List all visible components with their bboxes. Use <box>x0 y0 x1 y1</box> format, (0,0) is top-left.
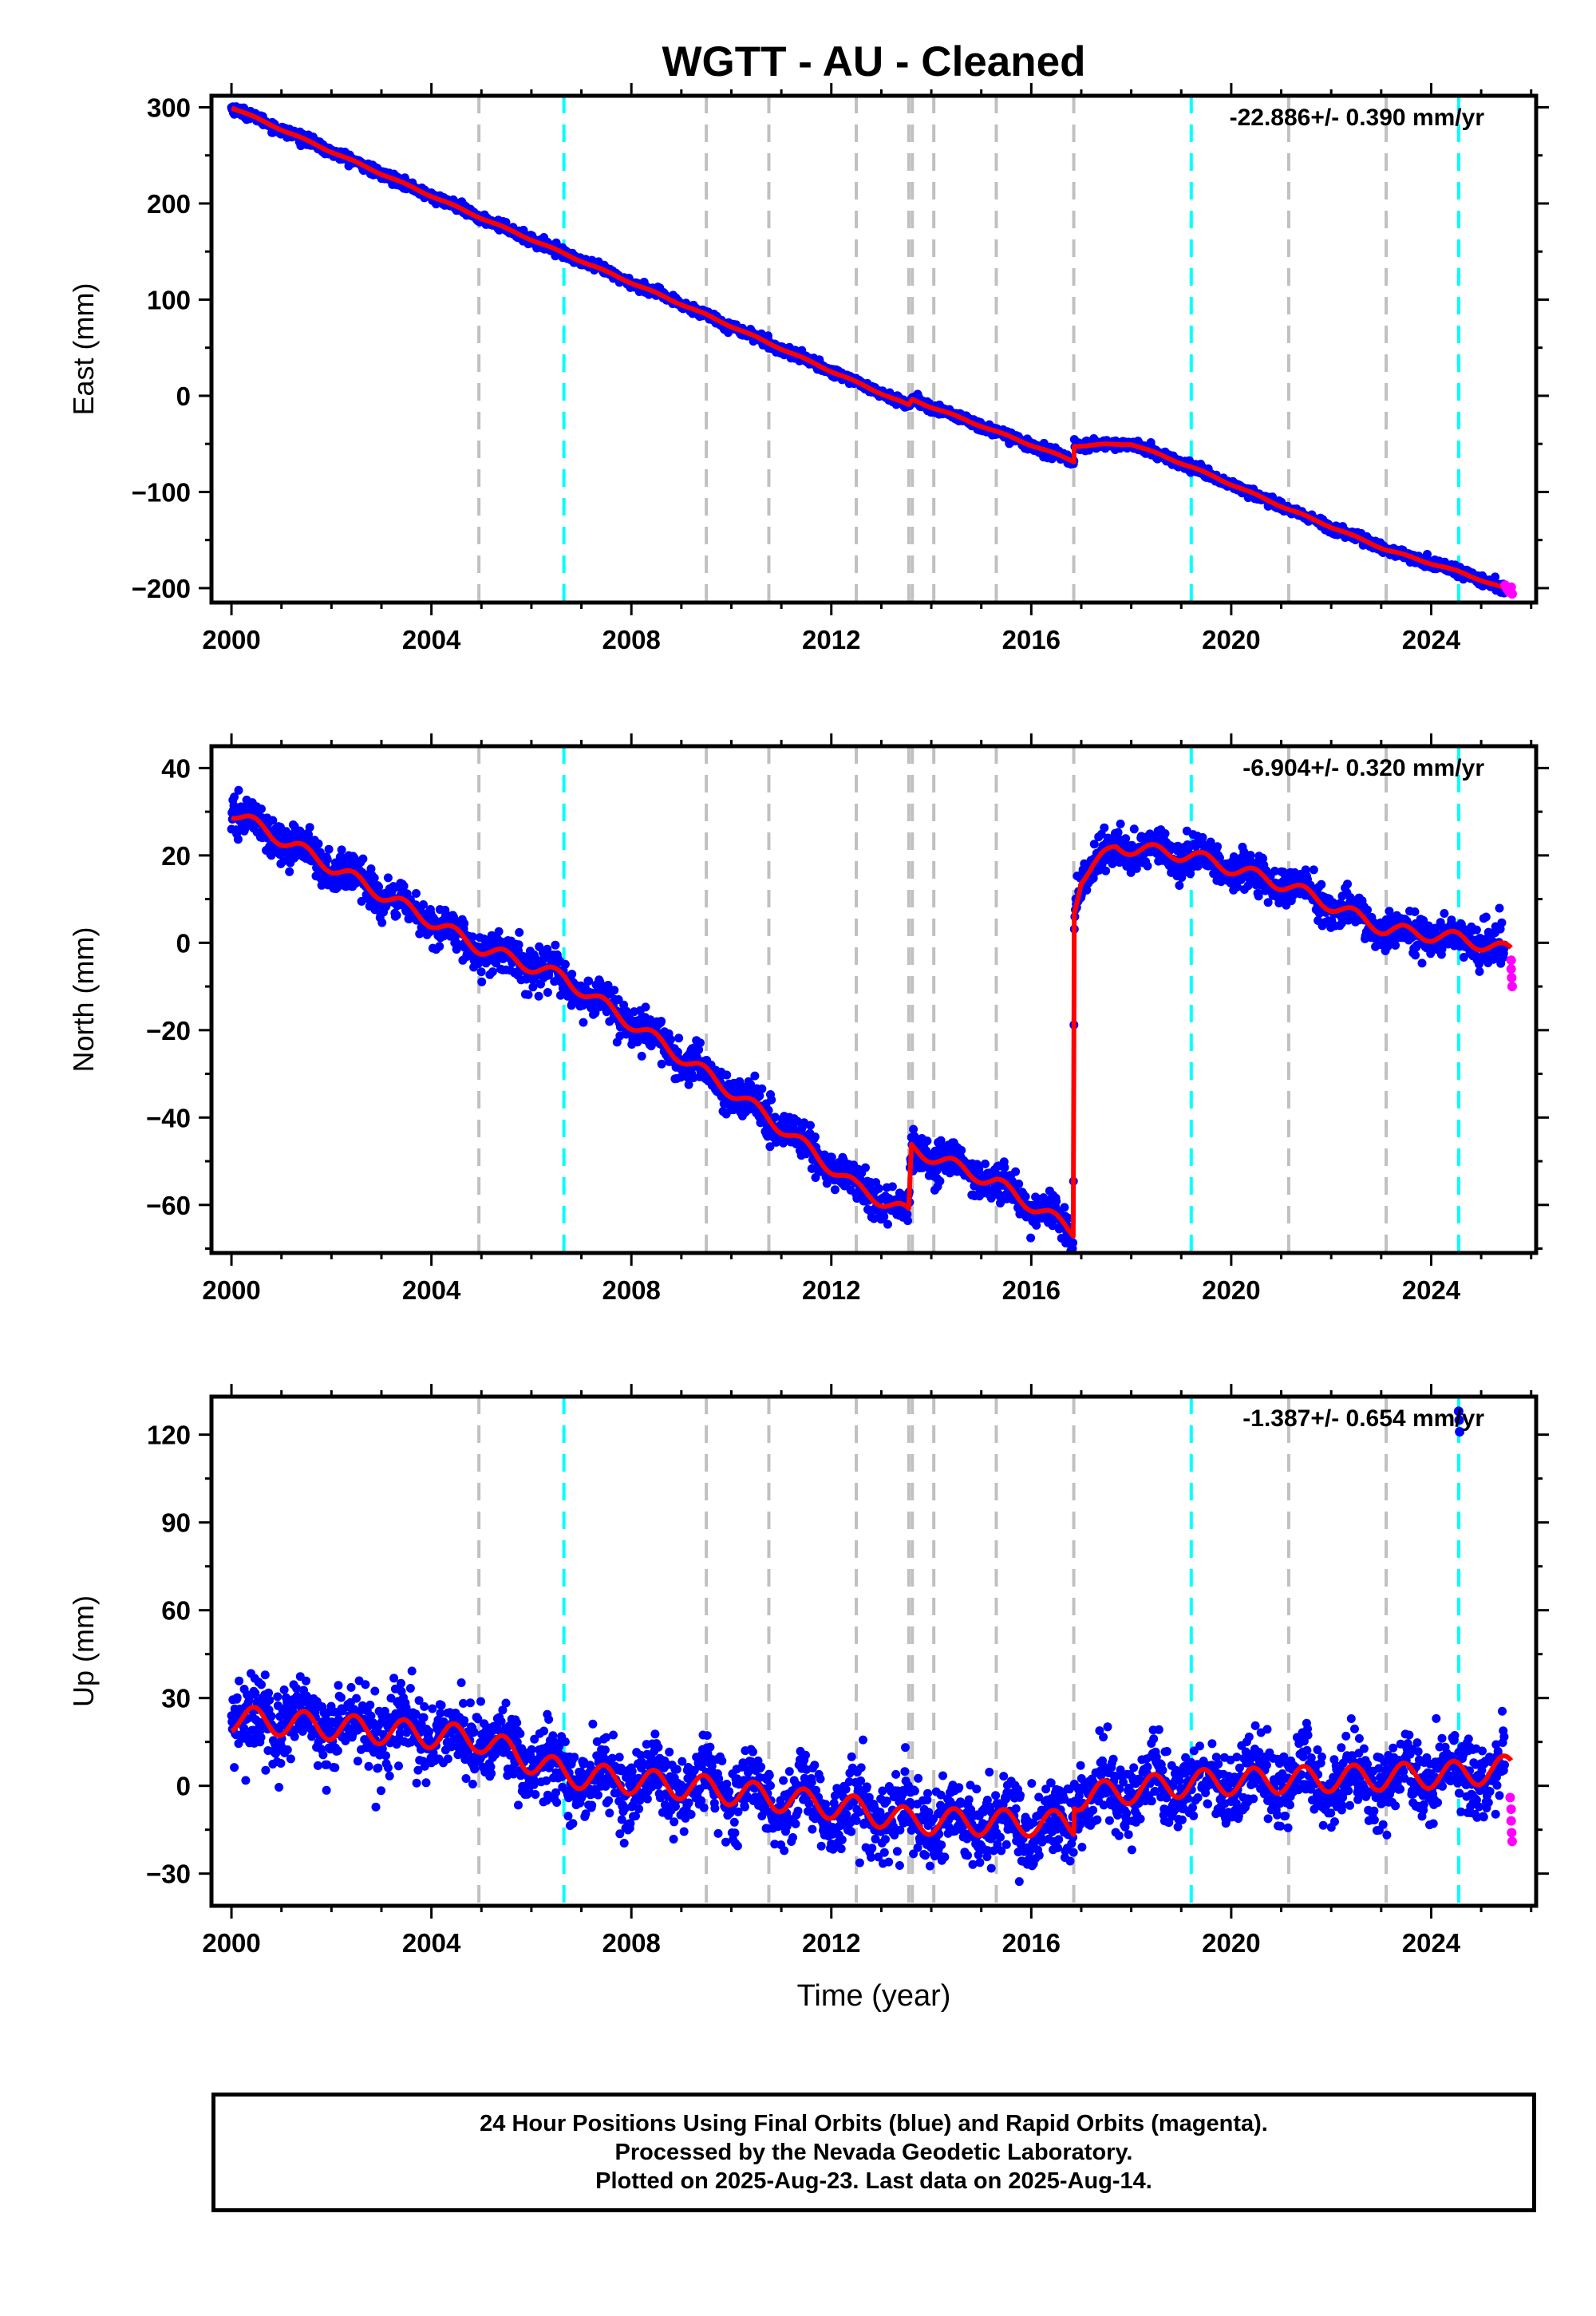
data-point <box>383 873 393 883</box>
data-point <box>657 1017 666 1026</box>
data-point <box>887 1182 897 1192</box>
data-point <box>523 990 533 999</box>
data-point <box>233 835 243 844</box>
data-point <box>1069 1238 1078 1247</box>
data-point <box>477 977 487 986</box>
data-point <box>460 919 469 928</box>
panel-north: 2000 2004 2008 2012 2016 2020 2024−60−40−20020… <box>67 733 1549 1305</box>
x-tick-label: 2008 <box>602 625 660 654</box>
data-point <box>874 1184 883 1193</box>
data-point <box>810 1132 820 1141</box>
data-point <box>935 1176 945 1186</box>
data-point <box>305 823 314 832</box>
data-point <box>567 970 577 979</box>
data-point <box>1100 823 1109 832</box>
data-point <box>1129 824 1139 834</box>
data-point <box>1113 828 1123 837</box>
data-point <box>1052 1196 1061 1206</box>
plot-area <box>227 96 1517 603</box>
data-point <box>435 942 444 951</box>
data-point <box>534 991 543 1001</box>
data-point <box>666 1035 675 1045</box>
data-point <box>1011 1167 1021 1176</box>
figure-title: WGTT - AU - Cleaned <box>662 38 1086 85</box>
data-point <box>1175 881 1184 890</box>
x-tick-label: 2016 <box>1002 625 1061 654</box>
y-tick-label: 300 <box>147 93 191 122</box>
velocity-rate-label: -22.886+/- 0.390 mm/yr <box>1230 105 1485 131</box>
data-point <box>722 1070 732 1080</box>
data-point <box>392 911 401 920</box>
data-point <box>767 1095 776 1105</box>
data-point <box>806 1120 815 1130</box>
data-point <box>641 1002 650 1012</box>
data-point <box>1021 1192 1030 1201</box>
data-point <box>657 1059 666 1069</box>
data-point <box>610 986 619 995</box>
data-point <box>257 804 266 814</box>
data-point <box>476 967 486 977</box>
data-point <box>883 1219 892 1229</box>
y-tick-label: −100 <box>132 477 191 507</box>
data-point <box>494 927 504 936</box>
rapid-orbit-point <box>1507 589 1517 599</box>
data-point <box>1014 1180 1024 1188</box>
data-point <box>358 854 368 864</box>
x-tick-label: 2012 <box>802 625 860 654</box>
data-point <box>1060 1203 1069 1212</box>
data-point <box>757 1084 767 1093</box>
y-tick-label: 100 <box>147 285 191 314</box>
data-point <box>981 1159 990 1168</box>
data-point <box>674 1034 684 1043</box>
y-tick-label: 0 <box>176 381 191 411</box>
data-point <box>637 1051 646 1061</box>
x-tick-label: 2004 <box>402 625 461 654</box>
data-point <box>1000 1163 1009 1172</box>
data-point <box>861 1163 870 1172</box>
y-tick-label: 200 <box>147 189 191 219</box>
data-point <box>234 785 243 795</box>
final-orbit-points <box>227 785 1509 1253</box>
x-tick-label: 2024 <box>1402 625 1461 654</box>
data-point <box>957 1145 966 1155</box>
data-point <box>324 844 334 854</box>
data-point <box>1101 866 1111 875</box>
data-point <box>337 845 346 855</box>
data-point <box>560 959 570 969</box>
x-tick-label: 2020 <box>1202 625 1260 654</box>
data-point <box>922 1136 932 1146</box>
data-point <box>285 867 294 876</box>
data-point <box>412 889 421 898</box>
data-point <box>1143 861 1152 871</box>
y-axis-label: East (mm) <box>67 283 100 416</box>
data-point <box>515 927 524 937</box>
data-point <box>543 988 552 997</box>
data-point <box>1026 1233 1036 1243</box>
data-point <box>514 940 523 950</box>
data-point <box>1213 842 1222 852</box>
data-point <box>750 1071 760 1081</box>
data-point <box>830 1185 839 1195</box>
data-point <box>369 873 379 883</box>
data-point <box>1160 829 1170 838</box>
data-point <box>584 976 594 986</box>
data-point <box>879 1212 889 1222</box>
data-point <box>322 855 332 864</box>
y-tick-label: −200 <box>132 574 191 603</box>
data-point <box>551 940 560 950</box>
data-point <box>377 918 387 927</box>
data-point <box>314 839 323 848</box>
data-point <box>903 1216 912 1226</box>
data-point <box>695 1038 705 1048</box>
data-point <box>1116 819 1125 828</box>
panel-east: 2000 2004 2008 2012 2016 2020 2024 −200 −100 0 100… <box>67 83 1549 654</box>
data-point <box>1246 851 1255 860</box>
data-point <box>579 1018 588 1027</box>
plot-area <box>227 746 1517 1253</box>
data-point <box>488 967 497 977</box>
panels: 2000 2004 2008 2012 2016 2020 2024 −200 −100 0 100… <box>67 83 1549 2013</box>
x-tick-label: 2000 <box>202 625 260 654</box>
